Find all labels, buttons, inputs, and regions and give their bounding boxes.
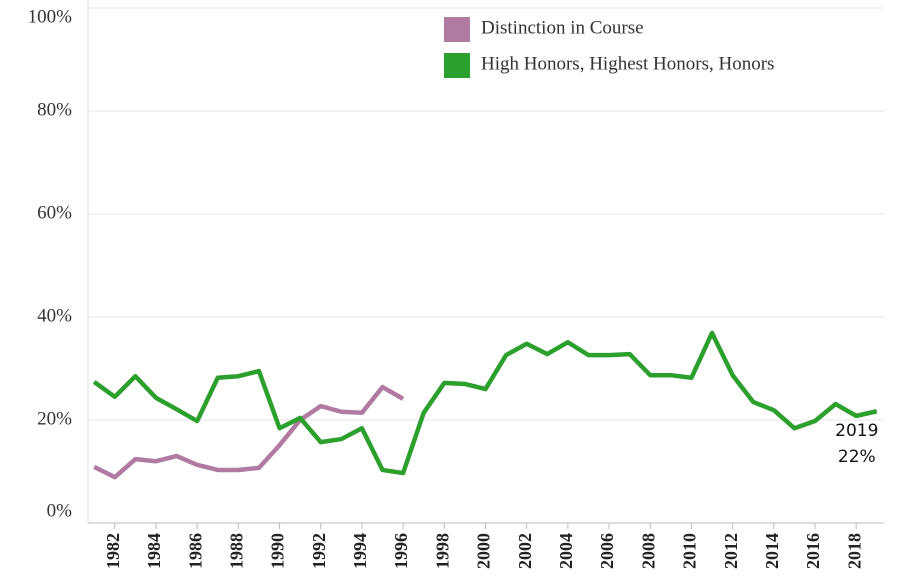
x-tick-label: 1988: [226, 533, 246, 569]
legend-swatch: [444, 17, 470, 42]
legend-label: Distinction in Course: [481, 17, 644, 38]
y-tick-label: 20%: [37, 408, 72, 429]
legend-label: High Honors, Highest Honors, Honors: [481, 53, 774, 74]
x-tick-label: 2012: [721, 533, 741, 569]
x-tick-label: 1990: [268, 533, 288, 569]
x-tick-label: 2010: [680, 533, 700, 569]
x-tick-label: 2004: [556, 533, 576, 569]
x-tick-label: 1998: [432, 533, 452, 569]
y-tick-label: 60%: [37, 202, 72, 223]
y-tick-label: 0%: [47, 500, 73, 521]
x-tick-label: 2016: [803, 533, 823, 569]
series-line: [93, 384, 405, 480]
legend-swatch: [444, 53, 470, 78]
x-tick-label: 2008: [638, 533, 658, 569]
x-tick-label: 1992: [309, 533, 329, 569]
x-tick-label: 2014: [762, 533, 782, 569]
x-tick-label: 1984: [144, 533, 164, 569]
y-tick-label: 80%: [37, 99, 72, 120]
x-tick-label: 1982: [103, 533, 123, 569]
x-tick-label: 2000: [474, 533, 494, 569]
x-tick-label: 1986: [185, 533, 205, 569]
x-tick-label: 1996: [391, 533, 411, 569]
annotation-year: 2019: [835, 421, 878, 441]
x-tick-label: 2002: [515, 533, 535, 569]
x-tick-label: 1994: [350, 533, 370, 569]
y-tick-label: 40%: [37, 305, 72, 326]
y-tick-label: 100%: [28, 6, 73, 27]
x-tick-label: 2018: [844, 533, 864, 569]
series-line: [92, 330, 878, 476]
annotation-value: 22%: [838, 447, 876, 467]
x-tick-label: 2006: [597, 533, 617, 569]
